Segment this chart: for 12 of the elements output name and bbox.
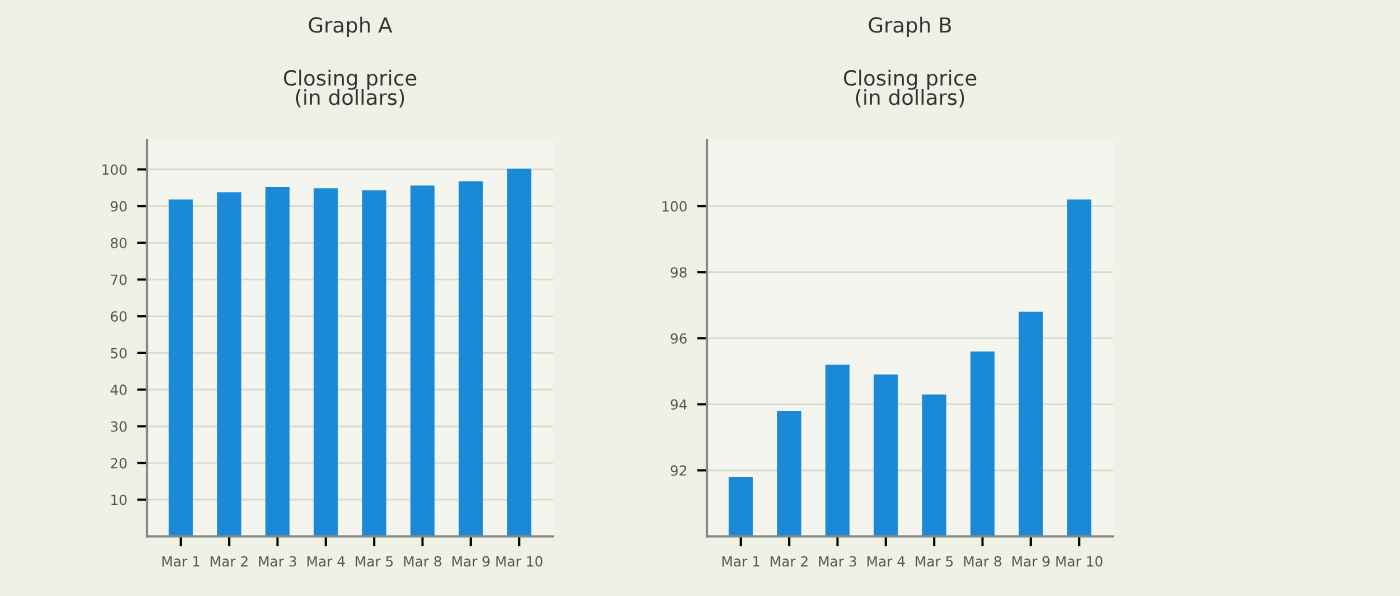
y-axis-title: Closing price (in dollars) <box>843 69 977 108</box>
bar <box>410 185 435 537</box>
bar <box>265 187 290 537</box>
bar <box>362 190 387 537</box>
y-axis-title: Closing price (in dollars) <box>283 69 417 108</box>
bar <box>458 181 483 537</box>
bar <box>507 168 532 537</box>
chart-title: Graph A <box>308 16 393 37</box>
bar <box>217 192 242 537</box>
chart-title: Graph B <box>868 16 951 37</box>
bar <box>313 188 338 537</box>
bar <box>168 199 193 537</box>
